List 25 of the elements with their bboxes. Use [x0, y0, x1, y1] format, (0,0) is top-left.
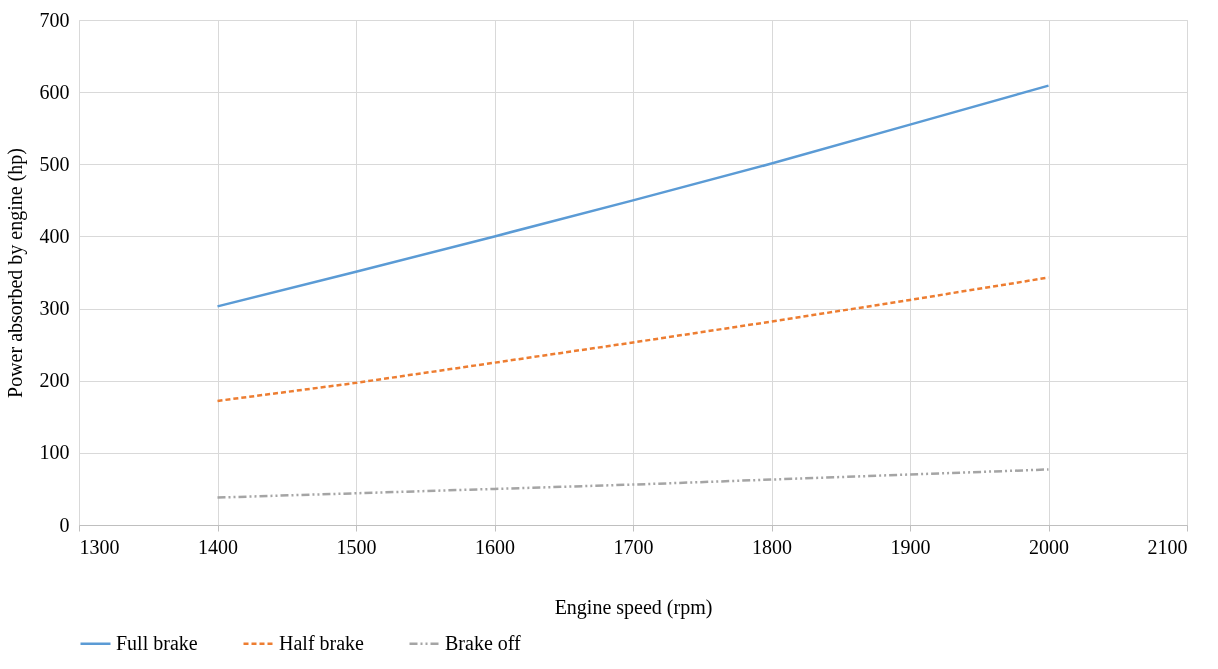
y-tick-label: 300 [39, 297, 70, 320]
line-series [216, 276, 1050, 403]
x-tick-label: 1600 [475, 535, 515, 558]
x-axis-title: Engine speed (rpm) [554, 595, 713, 619]
y-tick-label: 400 [39, 224, 70, 247]
y-tick-label: 500 [39, 152, 70, 175]
x-tick-label: 1900 [890, 535, 931, 558]
y-tick-label: 600 [39, 80, 70, 103]
y-axis-title: Power absorbed by engine (hp) [3, 148, 27, 398]
y-tick-label: 0 [59, 513, 70, 536]
x-tick-label: 1700 [613, 535, 654, 558]
x-tick-label: 1300 [79, 535, 120, 558]
x-tick-label: 1800 [752, 535, 792, 558]
legend-label: Full brake [116, 631, 198, 654]
x-tick-label: 1400 [198, 535, 238, 558]
y-tick-label: 100 [39, 441, 70, 464]
y-tick-label: 700 [39, 8, 70, 31]
line-series [216, 84, 1050, 308]
x-tick-label: 2000 [1029, 535, 1069, 558]
legend-label: Brake off [445, 631, 522, 654]
y-tick-label: 200 [39, 369, 70, 392]
legend-label: Half brake [279, 631, 365, 654]
line-series [216, 468, 1050, 499]
x-tick-label: 2100 [1147, 535, 1188, 558]
x-tick-label: 1500 [336, 535, 377, 558]
